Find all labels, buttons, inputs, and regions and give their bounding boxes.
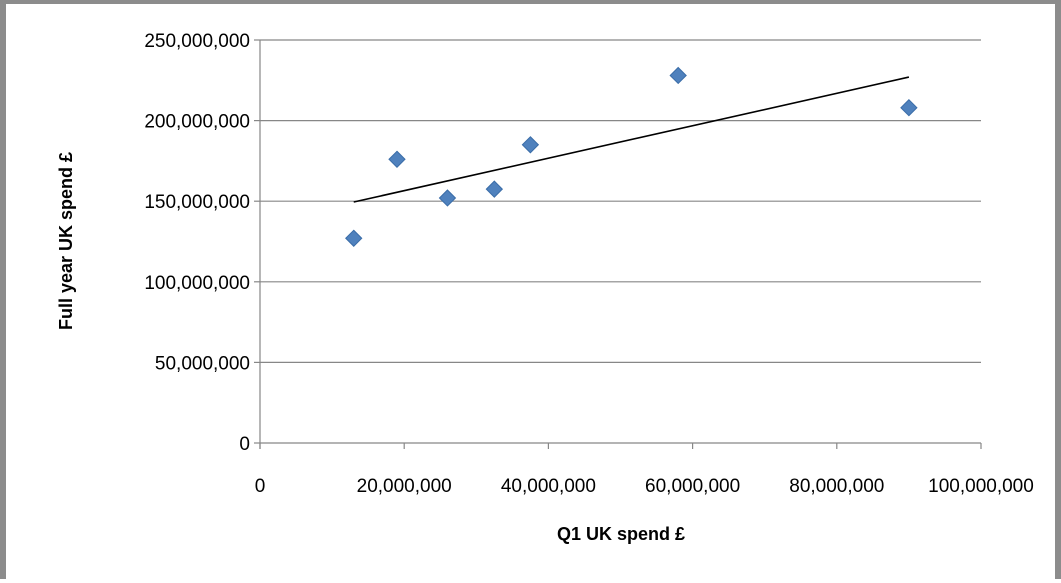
tick-labels: 0 50,000,000 100,000,000 150,000,000 200,000…: [144, 31, 1034, 497]
y-tick-label: 0: [239, 434, 250, 455]
y-tick-label: 100,000,000: [144, 273, 250, 294]
y-tick-label: 150,000,000: [144, 192, 250, 213]
data-point: [485, 180, 504, 198]
x-tick-label: 40,000,000: [501, 476, 596, 497]
data-point: [521, 136, 540, 154]
y-tick-label: 200,000,000: [144, 112, 250, 133]
y-axis-title: Full year UK spend £: [56, 152, 76, 330]
x-tick-label: 0: [255, 476, 266, 497]
data-point: [388, 150, 406, 168]
x-tick-label: 80,000,000: [789, 476, 884, 497]
gridlines: [260, 39, 981, 363]
trendline: [353, 76, 910, 203]
data-point: [900, 98, 918, 117]
data-point: [345, 229, 363, 247]
y-tick-label: 50,000,000: [155, 353, 250, 374]
y-tick-label: 250,000,000: [144, 31, 250, 52]
x-axis-title: Q1 UK spend £: [557, 524, 685, 544]
trendline-layer: [353, 76, 910, 203]
data-points: [345, 66, 918, 247]
axes: [254, 39, 982, 449]
x-tick-label: 60,000,000: [645, 476, 740, 497]
scatter-chart: 0 50,000,000 100,000,000 150,000,000 200,000…: [56, 31, 1034, 544]
x-tick-label: 20,000,000: [357, 476, 452, 497]
x-tick-label: 100,000,000: [928, 476, 1034, 497]
data-point: [669, 66, 687, 85]
data-point: [438, 189, 457, 207]
